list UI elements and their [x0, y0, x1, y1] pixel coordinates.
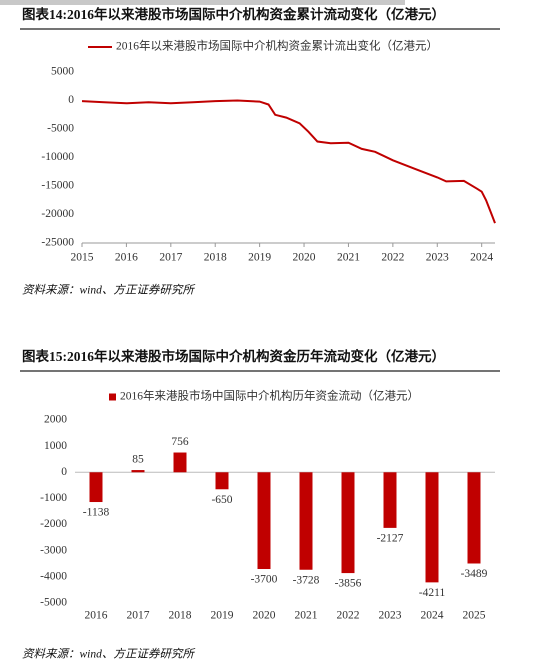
- x-tick-label: 2024: [470, 252, 493, 264]
- bar: [257, 472, 271, 570]
- y-tick-label: -5000: [47, 123, 74, 135]
- y-tick-label: -15000: [41, 180, 74, 192]
- value-label: -3728: [293, 574, 320, 586]
- bar: [383, 472, 397, 528]
- source-note: 资料来源：wind、方正证券研究所: [22, 648, 195, 661]
- x-tick-label: 2016: [85, 610, 108, 622]
- x-tick-label: 2018: [204, 252, 227, 264]
- x-tick-label: 2017: [127, 610, 150, 622]
- x-tick-label: 2018: [169, 610, 192, 622]
- y-tick-label: -5000: [40, 597, 67, 609]
- y-tick-label: 5000: [51, 66, 74, 78]
- y-tick-label: -20000: [41, 208, 74, 220]
- value-label: -3700: [251, 574, 278, 586]
- x-tick-label: 2021: [337, 252, 360, 264]
- value-label: -1138: [83, 507, 110, 519]
- x-tick-label: 2015: [71, 252, 94, 264]
- legend-swatch: [109, 393, 116, 401]
- bar: [173, 452, 187, 473]
- x-tick-label: 2022: [337, 610, 360, 622]
- legend-label: 2016年来港股市场中国际中介机构历年资金流动（亿港元）: [120, 389, 419, 403]
- x-tick-label: 2025: [463, 610, 486, 622]
- y-tick-label: 0: [68, 94, 74, 106]
- value-label: -2127: [377, 533, 404, 545]
- value-label: 85: [132, 454, 144, 466]
- value-label: -4211: [419, 587, 446, 599]
- value-label: -3489: [461, 568, 488, 580]
- x-tick-label: 2024: [421, 610, 444, 622]
- x-tick-label: 2023: [379, 610, 402, 622]
- value-label: -3856: [335, 578, 362, 590]
- bar: [215, 472, 229, 490]
- x-tick-label: 2020: [253, 610, 276, 622]
- bar: [425, 472, 439, 583]
- figure-caption: 图表15:2016年以来港股市场国际中介机构资金历年流动变化（亿港元）: [22, 348, 445, 364]
- y-tick-label: -3000: [40, 544, 67, 556]
- figure-caption: 图表14:2016年以来港股市场国际中介机构资金累计流动变化（亿港元）: [22, 6, 445, 22]
- y-tick-label: -2000: [40, 518, 67, 530]
- bar: [89, 472, 103, 503]
- bar: [467, 472, 481, 564]
- bar: [341, 472, 355, 574]
- x-tick-label: 2022: [381, 252, 404, 264]
- x-tick-label: 2019: [248, 252, 271, 264]
- y-tick-label: -4000: [40, 570, 67, 582]
- value-label: -650: [211, 494, 232, 506]
- source-note: 资料来源：wind、方正证券研究所: [22, 284, 195, 297]
- value-label: 756: [171, 436, 189, 448]
- y-tick-label: 1000: [44, 440, 67, 452]
- y-tick-label: -25000: [41, 237, 74, 249]
- y-tick-label: -10000: [41, 151, 74, 163]
- bar: [131, 470, 145, 473]
- y-tick-label: 2000: [44, 414, 67, 426]
- x-tick-label: 2016: [115, 252, 138, 264]
- top-strip: [0, 0, 405, 5]
- legend-label: 2016年以来港股市场国际中介机构资金累计流出变化（亿港元）: [116, 39, 438, 53]
- x-tick-label: 2023: [426, 252, 449, 264]
- x-tick-label: 2020: [293, 252, 316, 264]
- x-tick-label: 2017: [159, 252, 182, 264]
- y-tick-label: 0: [61, 466, 67, 478]
- bar: [299, 472, 313, 570]
- x-tick-label: 2021: [295, 610, 318, 622]
- y-tick-label: -1000: [40, 492, 67, 504]
- data-line: [81, 99, 496, 224]
- x-tick-label: 2019: [211, 610, 234, 622]
